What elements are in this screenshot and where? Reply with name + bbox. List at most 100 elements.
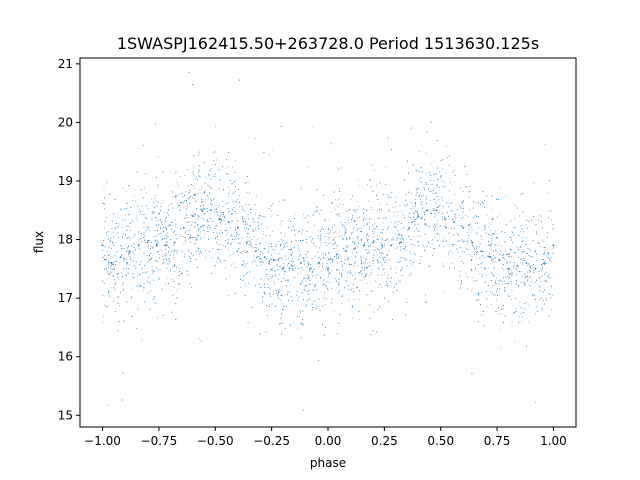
scatter-sample bbox=[109, 262, 111, 263]
scatter-sample bbox=[378, 257, 380, 259]
scatter-sample bbox=[471, 226, 473, 228]
scatter-sample bbox=[328, 281, 330, 283]
scatter-sample bbox=[366, 266, 368, 268]
scatter-sample bbox=[209, 198, 211, 200]
scatter-sample bbox=[339, 212, 341, 214]
scatter-sample bbox=[370, 334, 372, 335]
scatter-sample bbox=[364, 242, 366, 244]
scatter-sample bbox=[481, 239, 483, 241]
scatter-sample bbox=[515, 308, 517, 310]
scatter-sample bbox=[430, 180, 432, 182]
scatter-sample bbox=[181, 233, 183, 235]
scatter-sample bbox=[397, 230, 399, 232]
scatter-sample bbox=[491, 279, 492, 281]
scatter-sample bbox=[231, 264, 233, 266]
scatter-sample bbox=[311, 309, 313, 311]
scatter-sample bbox=[188, 238, 190, 240]
scatter-sample bbox=[308, 277, 310, 278]
scatter-sample bbox=[294, 213, 296, 215]
scatter-sample bbox=[184, 174, 186, 176]
scatter-sample bbox=[462, 241, 464, 243]
scatter-sample bbox=[373, 232, 374, 234]
scatter-sample bbox=[235, 217, 237, 219]
scatter-sample bbox=[334, 278, 336, 280]
scatter-sample bbox=[409, 250, 411, 252]
scatter-sample bbox=[198, 215, 200, 217]
scatter-sample bbox=[395, 196, 397, 198]
scatter-sample bbox=[235, 212, 237, 214]
scatter-sample bbox=[539, 299, 541, 301]
scatter-sample bbox=[510, 256, 512, 258]
scatter-sample bbox=[414, 225, 416, 227]
scatter-sample bbox=[353, 248, 355, 250]
scatter-sample bbox=[418, 217, 420, 219]
scatter-sample bbox=[410, 239, 412, 240]
scatter-sample bbox=[269, 154, 271, 156]
scatter-sample bbox=[235, 267, 236, 268]
scatter-sample bbox=[172, 207, 174, 209]
scatter-sample bbox=[140, 262, 142, 263]
scatter-sample bbox=[325, 254, 326, 256]
scatter-sample bbox=[224, 259, 226, 261]
scatter-sample bbox=[157, 250, 159, 252]
scatter-sample bbox=[474, 248, 476, 250]
scatter-sample bbox=[222, 212, 224, 214]
scatter-sample bbox=[224, 240, 226, 242]
scatter-sample bbox=[307, 265, 309, 266]
scatter-sample bbox=[379, 261, 381, 263]
scatter-sample bbox=[417, 223, 419, 225]
scatter-sample bbox=[536, 279, 537, 281]
scatter-sample bbox=[522, 250, 524, 252]
scatter-sample bbox=[128, 185, 130, 187]
scatter-sample bbox=[352, 237, 354, 239]
scatter-sample bbox=[106, 182, 108, 183]
scatter-sample bbox=[312, 289, 314, 291]
scatter-sample bbox=[211, 257, 213, 259]
scatter-sample bbox=[163, 227, 164, 229]
scatter-sample bbox=[165, 245, 167, 247]
scatter-sample bbox=[246, 176, 248, 177]
scatter-sample bbox=[303, 260, 305, 262]
scatter-sample bbox=[529, 276, 531, 278]
scatter-sample bbox=[400, 270, 402, 272]
scatter-sample bbox=[167, 212, 169, 214]
scatter-sample bbox=[352, 306, 353, 308]
scatter-sample bbox=[210, 178, 212, 180]
scatter-sample bbox=[129, 229, 131, 231]
scatter-sample bbox=[232, 201, 234, 202]
scatter-sample bbox=[259, 215, 261, 217]
scatter-sample bbox=[136, 327, 138, 329]
scatter-sample bbox=[271, 269, 273, 271]
scatter-sample bbox=[336, 244, 338, 246]
scatter-sample bbox=[387, 226, 389, 228]
scatter-sample bbox=[258, 228, 260, 230]
scatter-sample bbox=[399, 243, 401, 245]
scatter-sample bbox=[296, 316, 298, 318]
scatter-sample bbox=[147, 226, 149, 228]
scatter-sample bbox=[215, 211, 217, 213]
scatter-sample bbox=[409, 217, 411, 219]
scatter-sample bbox=[323, 253, 324, 255]
scatter-sample bbox=[528, 220, 530, 222]
scatter-sample bbox=[299, 249, 300, 251]
scatter-sample bbox=[508, 283, 509, 285]
scatter-sample bbox=[206, 207, 208, 209]
scatter-sample bbox=[194, 193, 196, 195]
scatter-sample bbox=[482, 202, 484, 204]
scatter-sample bbox=[109, 273, 111, 275]
scatter-sample bbox=[256, 265, 258, 267]
scatter-sample bbox=[255, 247, 257, 249]
scatter-sample bbox=[284, 232, 286, 234]
scatter-sample bbox=[174, 230, 176, 232]
scatter-sample bbox=[179, 268, 181, 270]
scatter-sample bbox=[116, 276, 118, 278]
scatter-sample bbox=[193, 166, 195, 168]
scatter-sample bbox=[268, 250, 270, 252]
scatter-sample bbox=[199, 338, 201, 340]
scatter-sample bbox=[533, 272, 535, 274]
scatter-sample bbox=[270, 210, 272, 212]
scatter-sample bbox=[247, 322, 249, 324]
scatter-sample bbox=[195, 200, 197, 202]
scatter-sample bbox=[319, 239, 321, 241]
scatter-sample bbox=[164, 238, 165, 239]
